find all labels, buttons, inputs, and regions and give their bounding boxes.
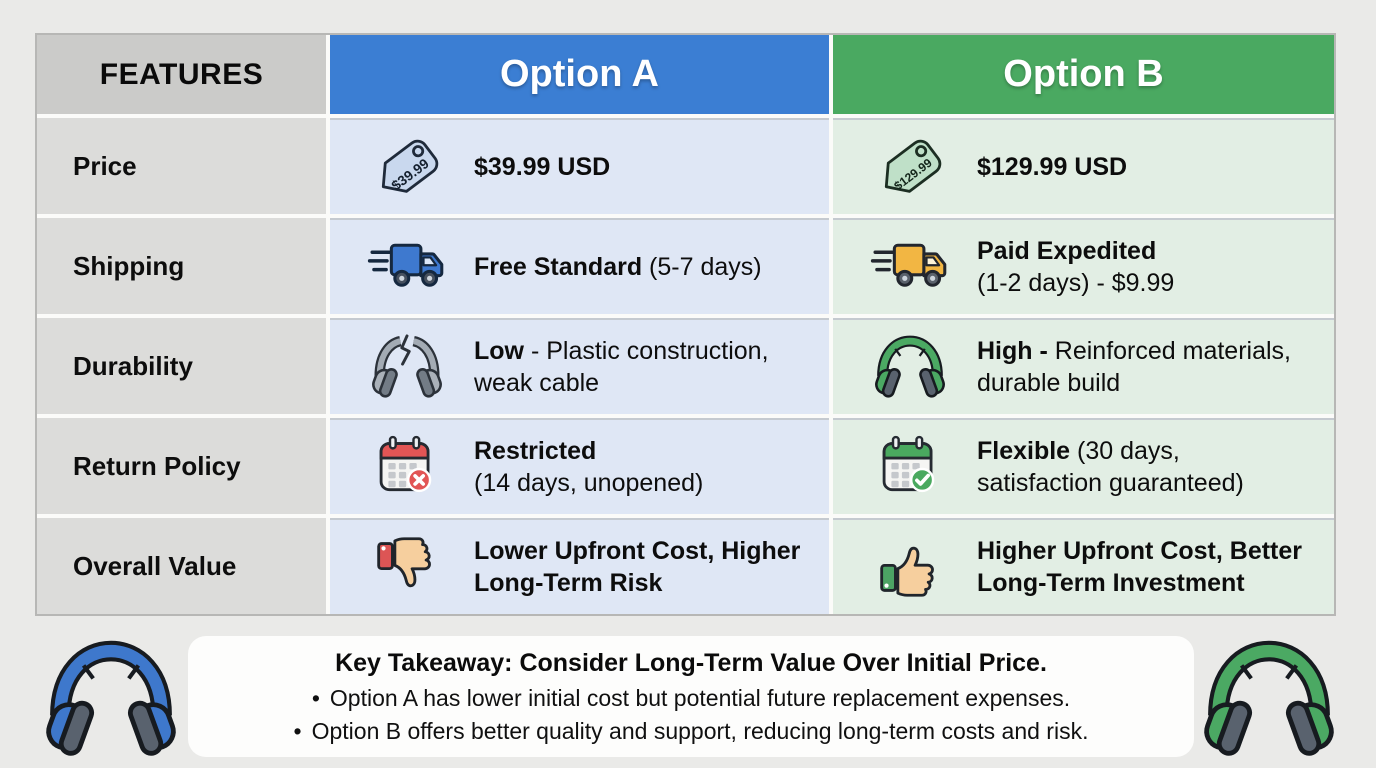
return-policy-cell-option-a: Restricted (14 days, unopened) — [330, 418, 829, 514]
price-tag-icon: $129.99 — [865, 128, 955, 206]
thumbs-down-icon — [362, 533, 452, 601]
takeaway-box: Key Takeaway: Consider Long-Term Value O… — [188, 636, 1194, 757]
shipping-cell-option-b: Paid Expedited (1-2 days) - $9.99 — [833, 218, 1334, 314]
broken-headphones-icon — [362, 333, 452, 401]
durability-value: High - Reinforced materials, durable bui… — [977, 337, 1291, 397]
headphones-icon-green — [1194, 636, 1344, 762]
bullet-dot: • — [293, 717, 302, 744]
return-policy-value: Restricted (14 days, unopened) — [474, 437, 704, 497]
option-a-header: Option A — [330, 35, 829, 114]
shipping-value: Paid Expedited (1-2 days) - $9.99 — [977, 237, 1175, 297]
calendar-x-icon — [362, 433, 452, 501]
option-b-header: Option B — [833, 35, 1334, 114]
headphones-icon — [865, 333, 955, 401]
takeaway-bullet-text: Option B offers better quality and suppo… — [311, 717, 1089, 744]
shipping-cell-option-a: Free Standard (5-7 days) — [330, 218, 829, 314]
overall-value-cell-option-b: Higher Upfront Cost, Better Long-Term In… — [833, 518, 1334, 614]
overall-value-text: Higher Upfront Cost, Better Long-Term In… — [977, 537, 1302, 597]
feature-label-shipping: Shipping — [37, 218, 326, 314]
bullet-dot: • — [311, 685, 320, 711]
takeaway-bullet-text: Option A has lower initial cost but pote… — [329, 685, 1071, 711]
price-value: $39.99 USD — [474, 153, 611, 181]
takeaway-title: Key Takeaway: Consider Long-Term Value O… — [335, 649, 1047, 677]
takeaway-bullet: • Option B offers better quality and supp… — [188, 715, 1194, 748]
price-tag-icon: $39.99 — [362, 128, 452, 206]
price-cell-option-a: $39.99 $39.99 USD — [330, 118, 829, 214]
price-value: $129.99 USD — [977, 153, 1128, 181]
calendar-check-icon — [865, 433, 955, 501]
price-cell-option-b: $129.99 $129.99 USD — [833, 118, 1334, 214]
shipping-value: Free Standard (5-7 days) — [474, 253, 762, 281]
comparison-table: FEATURES Option A Option B Price $39.99 … — [35, 33, 1336, 616]
feature-label-durability: Durability — [37, 318, 326, 414]
return-policy-cell-option-b: Flexible (30 days, satisfaction guarante… — [833, 418, 1334, 514]
delivery-truck-icon — [865, 238, 955, 296]
overall-value-text: Lower Upfront Cost, Higher Long-Term Ris… — [474, 537, 801, 597]
feature-label-price: Price — [37, 118, 326, 214]
durability-cell-option-a: Low - Plastic construction, weak cable — [330, 318, 829, 414]
delivery-truck-icon — [362, 238, 452, 296]
feature-label-overall-value: Overall Value — [37, 518, 326, 614]
durability-cell-option-b: High - Reinforced materials, durable bui… — [833, 318, 1334, 414]
return-policy-value: Flexible (30 days, satisfaction guarante… — [977, 437, 1244, 497]
takeaway-bullet: • Option A has lower initial cost but pot… — [188, 682, 1194, 715]
headphones-icon-blue — [36, 636, 186, 762]
durability-value: Low - Plastic construction, weak cable — [474, 337, 769, 397]
thumbs-up-icon — [865, 533, 955, 601]
overall-value-cell-option-a: Lower Upfront Cost, Higher Long-Term Ris… — [330, 518, 829, 614]
features-header: FEATURES — [37, 35, 326, 114]
feature-label-return-policy: Return Policy — [37, 418, 326, 514]
